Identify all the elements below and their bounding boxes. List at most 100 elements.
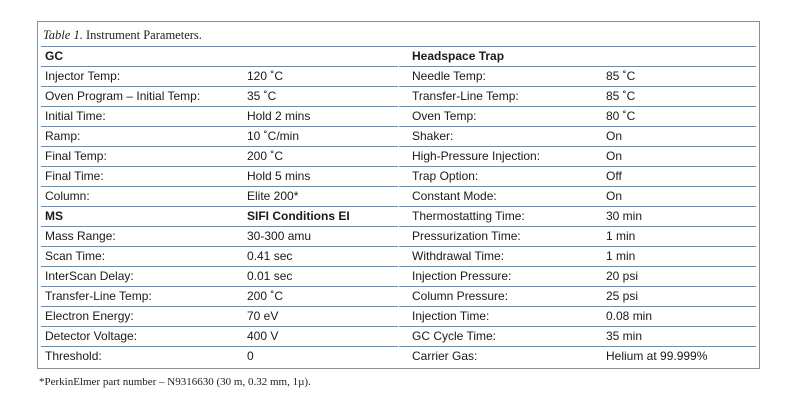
table-row: InterScan Delay: 0.01 sec Injection Pressu…: [41, 267, 756, 287]
left-cell-group: InterScan Delay: 0.01 sec: [41, 267, 398, 287]
left-cell-group: Column: Elite 200*: [41, 187, 398, 207]
right-cell-group: Carrier Gas: Helium at 99.999%: [399, 347, 756, 367]
right-param-label: High-Pressure Injection:: [412, 149, 541, 163]
left-param-label: Transfer-Line Temp:: [45, 289, 152, 303]
right-cell-group: Injection Time: 0.08 min: [399, 307, 756, 327]
right-param-label: Carrier Gas:: [412, 349, 478, 363]
right-param-label: Pressurization Time:: [412, 229, 521, 243]
right-cell-group: Thermostatting Time: 30 min: [399, 207, 756, 227]
right-param-label: Trap Option:: [412, 169, 479, 183]
parameters-table: GC Headspace Trap Injector Temp: 120 ˚C Need…: [41, 47, 756, 367]
right-param-label: Shaker:: [412, 129, 454, 143]
right-cell-group: Constant Mode: On: [399, 187, 756, 207]
right-cell-group: Column Pressure: 25 psi: [399, 287, 756, 307]
table-row: Mass Range: 30-300 amu Pressurization Time…: [41, 227, 756, 247]
left-param-label: Initial Time:: [45, 109, 106, 123]
left-cell-group: GC: [41, 47, 398, 67]
left-param-value: 0: [247, 349, 254, 363]
left-cell-group: Oven Program – Initial Temp: 35 ˚C: [41, 87, 398, 107]
table-row: Oven Program – Initial Temp: 35 ˚C Transfe…: [41, 87, 756, 107]
top-rule: [41, 46, 756, 47]
table-row: GC Headspace Trap: [41, 47, 756, 67]
right-cell-group: Pressurization Time: 1 min: [399, 227, 756, 247]
right-param-label: Thermostatting Time:: [412, 209, 525, 223]
left-cell-group: Transfer-Line Temp: 200 ˚C: [41, 287, 398, 307]
right-cell-group: Withdrawal Time: 1 min: [399, 247, 756, 267]
right-param-label: Needle Temp:: [412, 69, 486, 83]
right-cell-group: Oven Temp: 80 ˚C: [399, 107, 756, 127]
table-row: Detector Voltage: 400 V GC Cycle Time: 35 m…: [41, 327, 756, 347]
right-section-header: Headspace Trap: [412, 49, 505, 63]
left-param-value: 10 ˚C/min: [247, 129, 300, 143]
right-param-value: 1 min: [606, 229, 636, 243]
table-row: Electron Energy: 70 eV Injection Time: 0.08…: [41, 307, 756, 327]
right-param-label: Transfer-Line Temp:: [412, 89, 519, 103]
right-param-value: Helium at 99.999%: [606, 349, 708, 363]
right-param-value: 25 psi: [606, 289, 639, 303]
right-param-value: 35 min: [606, 329, 643, 343]
left-param-label: Mass Range:: [45, 229, 116, 243]
left-cell-group: Threshold: 0: [41, 347, 398, 367]
left-param-label: Final Temp:: [45, 149, 107, 163]
table-row: Column: Elite 200* Constant Mode: On: [41, 187, 756, 207]
left-section-header: GC: [45, 49, 63, 63]
left-cell-group: Scan Time: 0.41 sec: [41, 247, 398, 267]
right-param-value: 85 ˚C: [606, 69, 636, 83]
left-cell-group: Injector Temp: 120 ˚C: [41, 67, 398, 87]
table-row: Threshold: 0 Carrier Gas: Helium at 99.999…: [41, 347, 756, 367]
right-cell-group: GC Cycle Time: 35 min: [399, 327, 756, 347]
right-param-value: 1 min: [606, 249, 636, 263]
left-cell-group: Mass Range: 30-300 amu: [41, 227, 398, 247]
right-cell-group: Shaker: On: [399, 127, 756, 147]
left-param-label: Ramp:: [45, 129, 81, 143]
right-param-value: On: [606, 149, 623, 163]
right-param-label: Injection Pressure:: [412, 269, 512, 283]
right-param-value: Off: [606, 169, 622, 183]
right-cell-group: Transfer-Line Temp: 85 ˚C: [399, 87, 756, 107]
right-cell-group: Needle Temp: 85 ˚C: [399, 67, 756, 87]
table-row: Final Temp: 200 ˚C High-Pressure Injection…: [41, 147, 756, 167]
caption-label: Table 1.: [43, 28, 83, 42]
left-param-label: Detector Voltage:: [45, 329, 138, 343]
left-param-value: 200 ˚C: [247, 149, 284, 163]
right-param-label: Column Pressure:: [412, 289, 509, 303]
left-param-value: 30-300 amu: [247, 229, 312, 243]
left-param-value: 0.01 sec: [247, 269, 293, 283]
right-param-value: 80 ˚C: [606, 109, 636, 123]
table-row: Initial Time: Hold 2 mins Oven Temp: 80 ˚C: [41, 107, 756, 127]
right-param-value: On: [606, 189, 623, 203]
left-param-label: Final Time:: [45, 169, 104, 183]
footnote: *PerkinElmer part number – N9316630 (30 …: [39, 376, 311, 388]
left-param-value: Hold 2 mins: [247, 109, 311, 123]
right-param-value: 0.08 min: [606, 309, 653, 323]
left-cell-group: Final Temp: 200 ˚C: [41, 147, 398, 167]
table-row: Scan Time: 0.41 sec Withdrawal Time: 1 min: [41, 247, 756, 267]
table-frame: Table 1. Instrument Parameters. GC Headsp…: [37, 21, 760, 369]
left-cell-group: Ramp: 10 ˚C/min: [41, 127, 398, 147]
left-cell-group: Electron Energy: 70 eV: [41, 307, 398, 327]
left-param-label: InterScan Delay:: [45, 269, 134, 283]
left-cell-group: Detector Voltage: 400 V: [41, 327, 398, 347]
right-param-label: GC Cycle Time:: [412, 329, 497, 343]
left-cell-group: MS SIFI Conditions EI: [41, 207, 398, 227]
right-param-label: Oven Temp:: [412, 109, 477, 123]
right-param-label: Constant Mode:: [412, 189, 497, 203]
left-param-value: 35 ˚C: [247, 89, 277, 103]
right-cell-group: High-Pressure Injection: On: [399, 147, 756, 167]
left-section-header: SIFI Conditions EI: [247, 209, 350, 223]
left-cell-group: Final Time: Hold 5 mins: [41, 167, 398, 187]
right-param-value: 85 ˚C: [606, 89, 636, 103]
left-param-value: 120 ˚C: [247, 69, 284, 83]
left-param-value: Hold 5 mins: [247, 169, 311, 183]
table-row: Injector Temp: 120 ˚C Needle Temp: 85 ˚C: [41, 67, 756, 87]
left-param-value: Elite 200*: [247, 189, 299, 203]
right-cell-group: Injection Pressure: 20 psi: [399, 267, 756, 287]
table-row: Transfer-Line Temp: 200 ˚C Column Pressure…: [41, 287, 756, 307]
right-param-value: 20 psi: [606, 269, 639, 283]
left-param-value: 70 eV: [247, 309, 279, 323]
table-row: MS SIFI Conditions EI Thermostatting Time:…: [41, 207, 756, 227]
caption-text: Instrument Parameters.: [82, 28, 202, 42]
right-cell-group: Headspace Trap: [399, 47, 756, 67]
left-param-value: 0.41 sec: [247, 249, 293, 263]
table-row: Ramp: 10 ˚C/min Shaker: On: [41, 127, 756, 147]
